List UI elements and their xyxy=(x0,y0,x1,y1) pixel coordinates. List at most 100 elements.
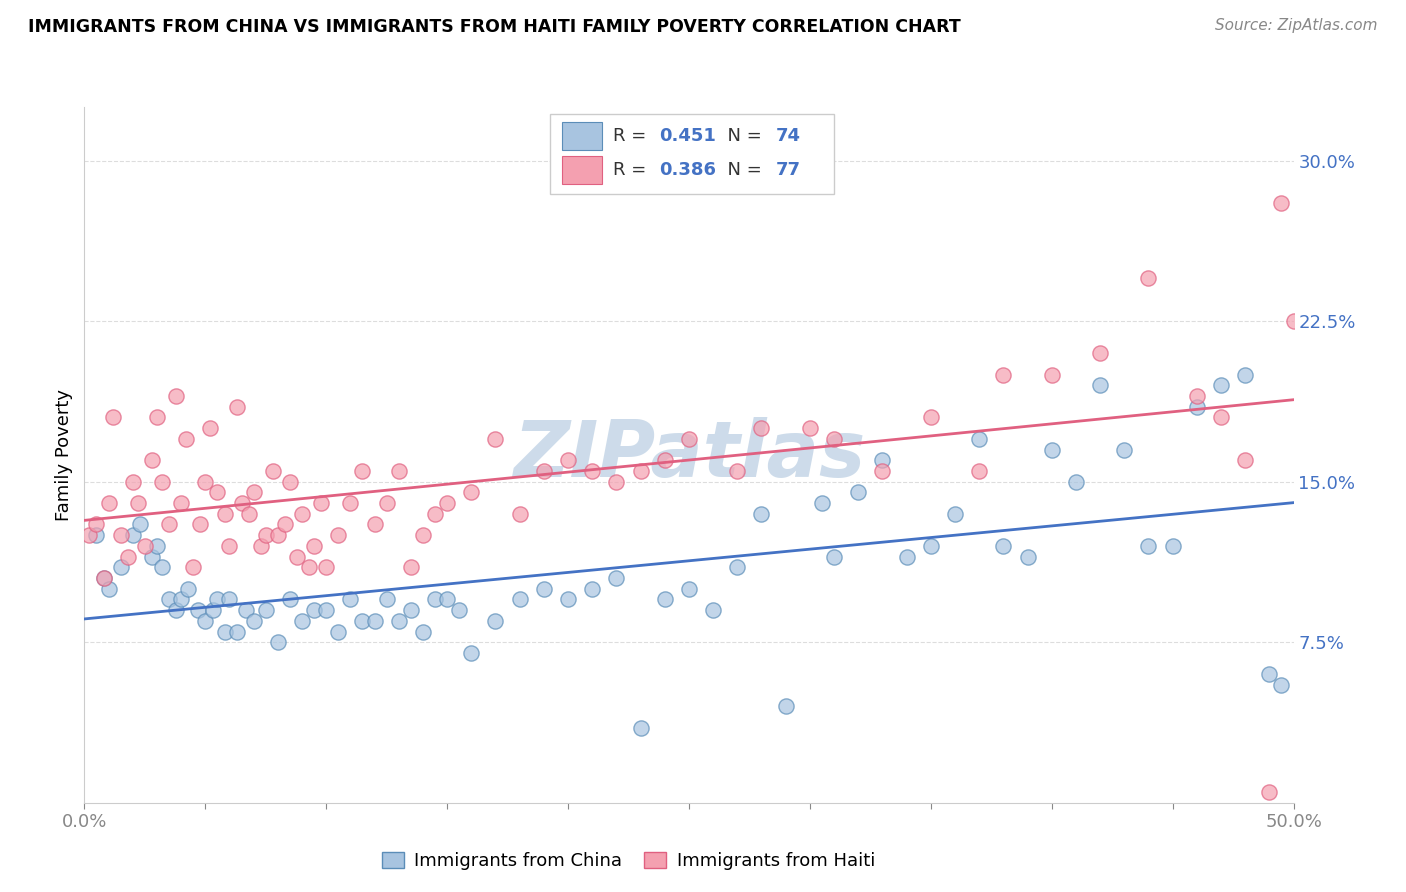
Point xyxy=(557,453,579,467)
Point xyxy=(165,603,187,617)
Point xyxy=(278,475,301,489)
Point xyxy=(250,539,273,553)
Point xyxy=(77,528,100,542)
Point xyxy=(157,592,180,607)
Point xyxy=(1017,549,1039,564)
Point xyxy=(218,539,240,553)
Point xyxy=(238,507,260,521)
Point xyxy=(214,624,236,639)
Point xyxy=(557,592,579,607)
Point xyxy=(872,453,894,467)
Point xyxy=(967,464,990,478)
Point xyxy=(97,582,120,596)
Point xyxy=(328,528,350,542)
Point xyxy=(165,389,187,403)
Point xyxy=(823,549,845,564)
Point xyxy=(412,528,434,542)
Point xyxy=(1258,667,1281,681)
Point xyxy=(254,603,277,617)
Point xyxy=(1161,539,1184,553)
Point xyxy=(110,528,132,542)
Point xyxy=(214,507,236,521)
Point xyxy=(242,485,264,500)
Point xyxy=(460,485,482,500)
Text: ZIPatlas: ZIPatlas xyxy=(513,417,865,493)
Point xyxy=(823,432,845,446)
Text: Source: ZipAtlas.com: Source: ZipAtlas.com xyxy=(1215,18,1378,33)
Point xyxy=(328,624,350,639)
Point xyxy=(285,549,308,564)
Point xyxy=(1064,475,1087,489)
Point xyxy=(484,432,506,446)
Point xyxy=(725,464,748,478)
Point xyxy=(1258,785,1281,799)
Point xyxy=(194,475,217,489)
Point xyxy=(1185,400,1208,414)
Point xyxy=(1137,539,1160,553)
Point xyxy=(702,603,724,617)
Point xyxy=(872,464,894,478)
Point xyxy=(1137,271,1160,285)
Point xyxy=(267,635,290,649)
Point xyxy=(225,400,247,414)
Point xyxy=(170,592,193,607)
Point xyxy=(129,517,152,532)
Legend: Immigrants from China, Immigrants from Haiti: Immigrants from China, Immigrants from H… xyxy=(375,845,882,877)
Point xyxy=(605,571,627,585)
Point xyxy=(339,592,361,607)
Point xyxy=(1209,378,1232,392)
Point xyxy=(412,624,434,639)
Point xyxy=(150,475,173,489)
Point xyxy=(97,496,120,510)
Point xyxy=(1270,678,1292,692)
Point xyxy=(388,614,411,628)
Point xyxy=(654,592,676,607)
Point xyxy=(725,560,748,574)
Point xyxy=(533,464,555,478)
Point xyxy=(1234,368,1257,382)
Point xyxy=(1209,410,1232,425)
Text: N =: N = xyxy=(716,161,768,178)
Point xyxy=(1114,442,1136,457)
Point xyxy=(121,475,143,489)
Point xyxy=(967,432,990,446)
Point xyxy=(194,614,217,628)
Point xyxy=(181,560,204,574)
Point xyxy=(141,549,163,564)
Point xyxy=(278,592,301,607)
Point xyxy=(581,582,603,596)
Point xyxy=(375,592,398,607)
Point xyxy=(436,496,458,510)
Point xyxy=(93,571,115,585)
Point xyxy=(993,368,1015,382)
Point xyxy=(388,464,411,478)
Point xyxy=(174,432,197,446)
Point xyxy=(302,603,325,617)
Point xyxy=(201,603,224,617)
Text: 77: 77 xyxy=(776,161,801,178)
Point xyxy=(509,592,531,607)
Text: R =: R = xyxy=(613,161,652,178)
Point xyxy=(242,614,264,628)
Point xyxy=(1088,346,1111,360)
Point xyxy=(141,453,163,467)
Point xyxy=(207,485,229,500)
Point xyxy=(150,560,173,574)
Point xyxy=(298,560,321,574)
Point xyxy=(399,603,422,617)
Point xyxy=(751,421,773,435)
Point xyxy=(678,582,700,596)
Point xyxy=(170,496,193,510)
Point xyxy=(315,560,337,574)
Point xyxy=(449,603,471,617)
Point xyxy=(311,496,333,510)
FancyBboxPatch shape xyxy=(562,122,602,150)
Point xyxy=(262,464,284,478)
Point xyxy=(846,485,869,500)
Point xyxy=(1234,453,1257,467)
Point xyxy=(254,528,277,542)
Point xyxy=(920,410,942,425)
Point xyxy=(654,453,676,467)
Point xyxy=(943,507,966,521)
Text: N =: N = xyxy=(716,128,768,145)
